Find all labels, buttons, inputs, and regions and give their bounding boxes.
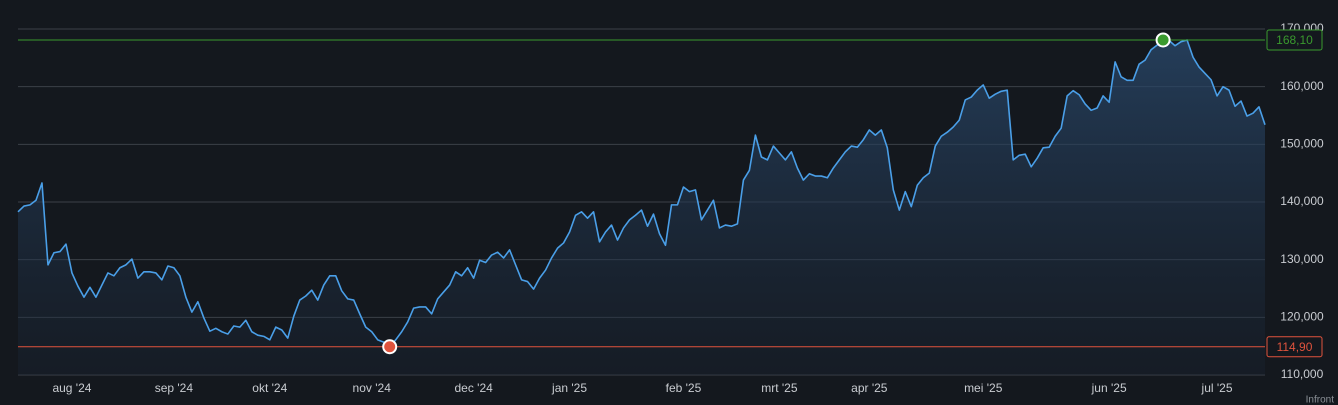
x-tick-label: dec '24: [454, 381, 493, 395]
x-tick-label: aug '24: [52, 381, 91, 395]
y-tick-label: 130,000: [1280, 252, 1324, 266]
y-tick-label: 150,000: [1280, 137, 1324, 151]
y-tick-label: 120,000: [1280, 310, 1324, 324]
reference-label: 114,90: [1277, 340, 1313, 354]
reference-tag: [1266, 29, 1323, 51]
x-tick-label: sep '24: [155, 381, 194, 395]
extreme-marker: [382, 339, 398, 355]
x-tick-label: jun '25: [1091, 381, 1127, 395]
reference-label: 168,10: [1276, 33, 1313, 47]
price-area: [18, 39, 1265, 376]
x-tick-label: mei '25: [964, 381, 1003, 395]
x-tick-label: mrt '25: [761, 381, 798, 395]
y-tick-label: 110,000: [1281, 367, 1324, 381]
price-line: [17, 39, 1266, 348]
y-tick-label: 140,000: [1280, 194, 1324, 208]
reference-tag: [1266, 336, 1323, 358]
x-tick-label: jan '25: [551, 381, 587, 395]
x-tick-label: nov '24: [353, 381, 392, 395]
x-tick-label: jul '25: [1201, 381, 1233, 395]
y-tick-label: 160,000: [1280, 79, 1324, 93]
x-tick-label: feb '25: [666, 381, 702, 395]
x-tick-label: okt '24: [252, 381, 287, 395]
extreme-marker: [1155, 32, 1171, 48]
x-tick-label: apr '25: [851, 381, 888, 395]
source: Infront: [1306, 395, 1335, 405]
